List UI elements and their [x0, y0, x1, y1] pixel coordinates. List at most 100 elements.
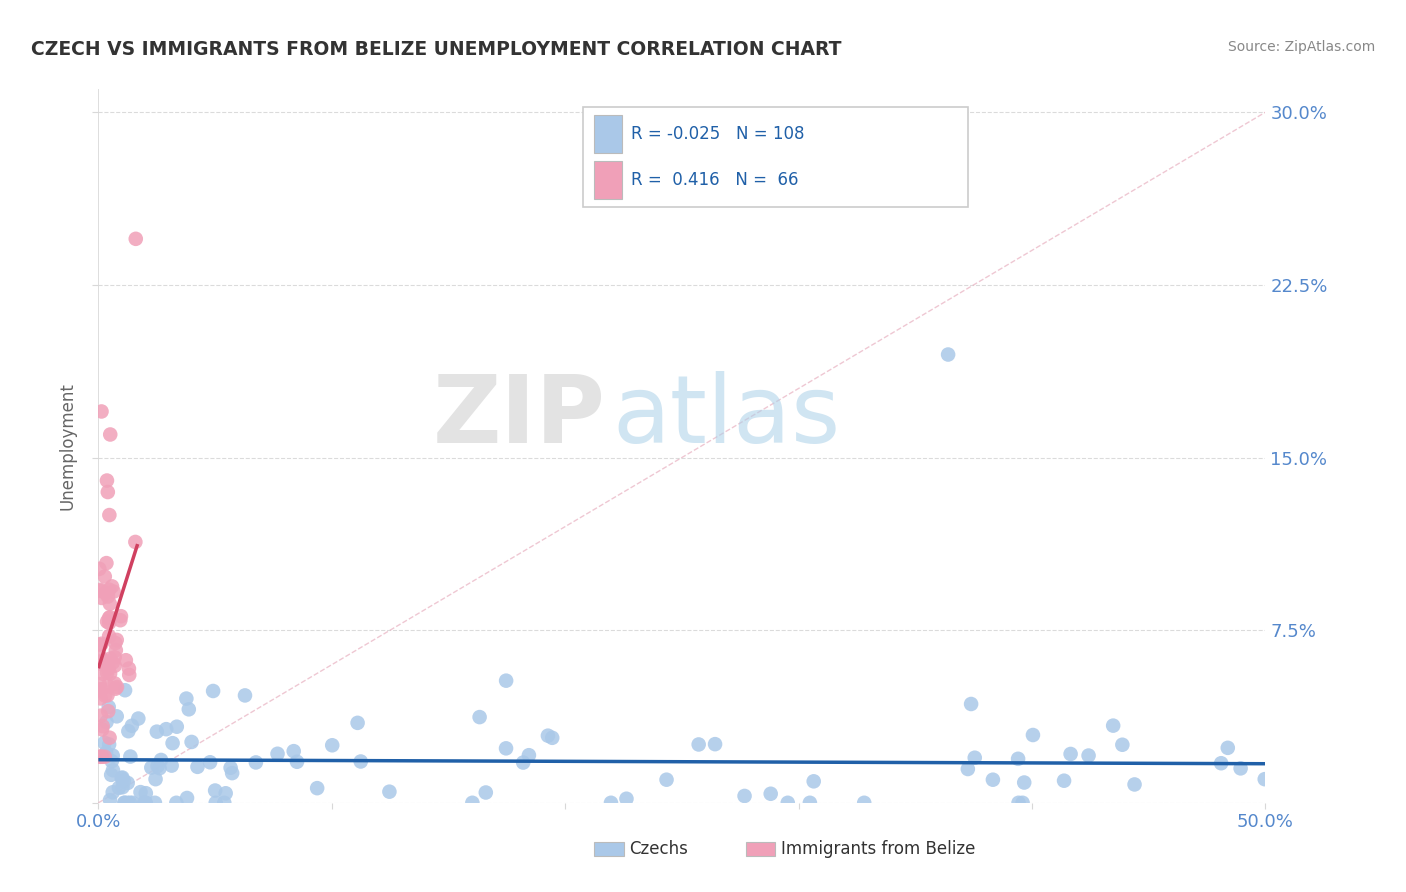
Point: [97, 661, 120, 675]
Point: [963, 750, 986, 764]
Point: [96, 714, 118, 729]
Point: [104, 681, 127, 696]
Point: [541, 731, 564, 745]
Point: [97, 679, 120, 693]
Point: [111, 771, 134, 785]
Point: [96, 474, 118, 488]
FancyBboxPatch shape: [595, 842, 624, 856]
Point: [166, 720, 188, 734]
Point: [177, 702, 200, 716]
Point: [89, 655, 111, 669]
Point: [117, 776, 139, 790]
Point: [1059, 747, 1081, 761]
Point: [111, 780, 134, 795]
Point: [98, 731, 121, 745]
Point: [198, 756, 221, 770]
Point: [103, 584, 125, 599]
Point: [204, 783, 226, 797]
Point: [96, 615, 118, 629]
Point: [120, 749, 142, 764]
Point: [616, 791, 638, 805]
Point: [233, 689, 256, 703]
Point: [307, 781, 329, 796]
Point: [146, 759, 169, 773]
Point: [1102, 718, 1125, 732]
Point: [110, 613, 132, 627]
Point: [93, 654, 115, 668]
Point: [960, 697, 983, 711]
Point: [1216, 740, 1239, 755]
Point: [1077, 748, 1099, 763]
Point: [180, 735, 202, 749]
Point: [101, 785, 124, 799]
Point: [112, 774, 135, 789]
Point: [378, 785, 401, 799]
Point: [1022, 728, 1045, 742]
Point: [112, 796, 135, 810]
Point: [1011, 796, 1033, 810]
Point: [98, 629, 121, 643]
Point: [110, 609, 132, 624]
Point: [655, 772, 678, 787]
Point: [221, 766, 243, 780]
Point: [155, 722, 177, 736]
Point: [853, 796, 876, 810]
Point: [803, 774, 825, 789]
Point: [475, 785, 498, 799]
Point: [125, 232, 148, 246]
Point: [115, 653, 138, 667]
Point: [98, 615, 121, 630]
Point: [688, 738, 710, 752]
Point: [176, 691, 198, 706]
Point: [150, 753, 173, 767]
Point: [517, 748, 540, 763]
Point: [124, 535, 146, 549]
Point: [1211, 756, 1233, 771]
Point: [245, 756, 267, 770]
Point: [219, 761, 242, 775]
Point: [101, 763, 124, 777]
Point: [149, 761, 172, 775]
Point: [94, 569, 117, 583]
Point: [118, 796, 141, 810]
Point: [121, 796, 143, 810]
Point: [266, 747, 288, 761]
Point: [91, 719, 114, 733]
Point: [101, 748, 124, 763]
Point: [134, 796, 156, 810]
Point: [87, 638, 110, 652]
Point: [118, 668, 141, 682]
Point: [94, 689, 117, 703]
Point: [98, 793, 121, 807]
Point: [495, 673, 517, 688]
Point: [1053, 773, 1076, 788]
Point: [104, 643, 127, 657]
Point: [285, 755, 308, 769]
Text: Czechs: Czechs: [630, 840, 689, 858]
Point: [956, 762, 979, 776]
Point: [90, 657, 112, 671]
Text: R =  0.416   N =  66: R = 0.416 N = 66: [630, 171, 799, 189]
Point: [981, 772, 1004, 787]
Point: [759, 787, 782, 801]
Point: [321, 739, 343, 753]
Point: [129, 785, 152, 799]
Point: [186, 760, 208, 774]
Point: [98, 427, 121, 442]
Point: [98, 652, 121, 666]
Text: ZIP: ZIP: [433, 371, 606, 464]
Point: [94, 746, 117, 760]
Point: [146, 724, 169, 739]
Point: [90, 708, 112, 723]
Point: [936, 347, 959, 361]
Point: [96, 556, 118, 570]
Text: Source: ZipAtlas.com: Source: ZipAtlas.com: [1227, 40, 1375, 54]
Point: [1123, 777, 1146, 791]
Point: [97, 611, 120, 625]
Point: [98, 738, 121, 752]
Point: [90, 404, 112, 418]
Point: [89, 649, 111, 664]
Point: [90, 591, 112, 605]
Text: R = -0.025   N = 108: R = -0.025 N = 108: [630, 125, 804, 143]
Point: [162, 736, 184, 750]
